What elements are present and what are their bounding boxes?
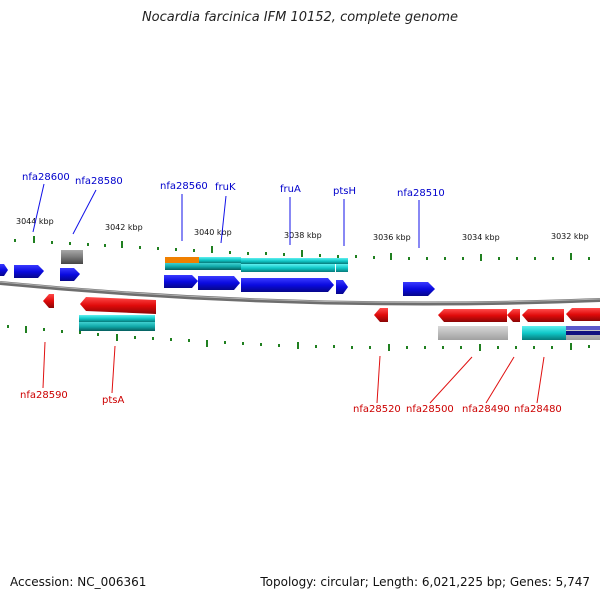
genome-backbone-highlight <box>0 281 600 304</box>
forward-gene-arrow[interactable] <box>403 282 435 296</box>
feature-teal-bar[interactable] <box>336 264 348 272</box>
feature-teal-bar[interactable] <box>241 264 335 272</box>
reverse-gene-arrow[interactable] <box>374 308 388 322</box>
gene-label-nfa28480[interactable]: nfa28480 <box>514 404 562 415</box>
kbp-tick-label: 3044 kbp <box>16 217 54 226</box>
forward-genes <box>0 250 435 296</box>
gene-label-nfa28590[interactable]: nfa28590 <box>20 390 68 401</box>
feature-navy-bar[interactable] <box>566 331 600 335</box>
feature-navy-bar[interactable] <box>566 326 600 330</box>
gene-label-nfa28500[interactable]: nfa28500 <box>406 404 454 415</box>
gray-gene-block[interactable] <box>61 250 83 264</box>
feature-orange-bar[interactable] <box>165 257 199 263</box>
forward-gene-arrow[interactable] <box>164 275 198 288</box>
gene-label-fruK[interactable]: fruK <box>215 182 236 193</box>
gene-label-nfa28520[interactable]: nfa28520 <box>353 404 401 415</box>
forward-gene-arrow[interactable] <box>14 265 44 278</box>
lower-tick-row <box>7 325 590 351</box>
accession-label: Accession: NC_006361 <box>10 575 147 589</box>
gene-label-ptsH[interactable]: ptsH <box>333 186 356 197</box>
gene-label-nfa28510[interactable]: nfa28510 <box>397 188 445 199</box>
map-title: Nocardia farcinica IFM 10152, complete g… <box>141 10 459 25</box>
gene-label-nfa28580[interactable]: nfa28580 <box>75 176 123 187</box>
feature-teal-bar[interactable] <box>165 263 241 270</box>
gene-label-nfa28490[interactable]: nfa28490 <box>462 404 510 415</box>
feature-teal-bar[interactable] <box>79 315 155 322</box>
reverse-genes <box>43 294 600 322</box>
upper-tick-row <box>14 236 590 261</box>
reverse-gene-arrow[interactable] <box>438 309 507 322</box>
reverse-gene-arrow[interactable] <box>80 297 156 314</box>
feature-gray-bar[interactable] <box>438 326 508 340</box>
kbp-tick-label: 3036 kbp <box>373 233 411 242</box>
gene-label-ptsA[interactable]: ptsA <box>102 395 124 406</box>
reverse-gene-arrow[interactable] <box>566 308 600 321</box>
genome-stats-label: Topology: circular; Length: 6,021,225 bp… <box>260 575 590 589</box>
kbp-tick-label: 3040 kbp <box>194 228 232 237</box>
gene-label-fruA[interactable]: fruA <box>280 184 301 195</box>
forward-gene-arrow[interactable] <box>0 264 8 276</box>
feature-teal-bar[interactable] <box>79 322 155 331</box>
bottom-label-leaders <box>42 341 545 404</box>
kbp-tick-label: 3034 kbp <box>462 233 500 242</box>
reverse-gene-arrow[interactable] <box>522 309 564 322</box>
reverse-gene-arrow[interactable] <box>43 294 54 308</box>
kbp-tick-label: 3042 kbp <box>105 223 143 232</box>
feature-cyan-bar[interactable] <box>199 257 241 263</box>
feature-cyan-bar[interactable] <box>241 258 348 264</box>
top-label-leaders <box>32 183 420 248</box>
kbp-tick-label: 3032 kbp <box>551 232 589 241</box>
forward-gene-arrow[interactable] <box>336 280 348 294</box>
feature-cyan-bar[interactable] <box>522 326 566 340</box>
kbp-tick-label: 3038 kbp <box>284 231 322 240</box>
gene-label-nfa28560[interactable]: nfa28560 <box>160 181 208 192</box>
genome-backbone <box>0 281 600 306</box>
forward-gene-arrow[interactable] <box>60 268 80 281</box>
forward-gene-arrow[interactable] <box>198 276 240 290</box>
reverse-gene-arrow[interactable] <box>507 309 520 322</box>
forward-gene-arrow[interactable] <box>241 278 334 292</box>
gene-label-nfa28600[interactable]: nfa28600 <box>22 172 70 183</box>
